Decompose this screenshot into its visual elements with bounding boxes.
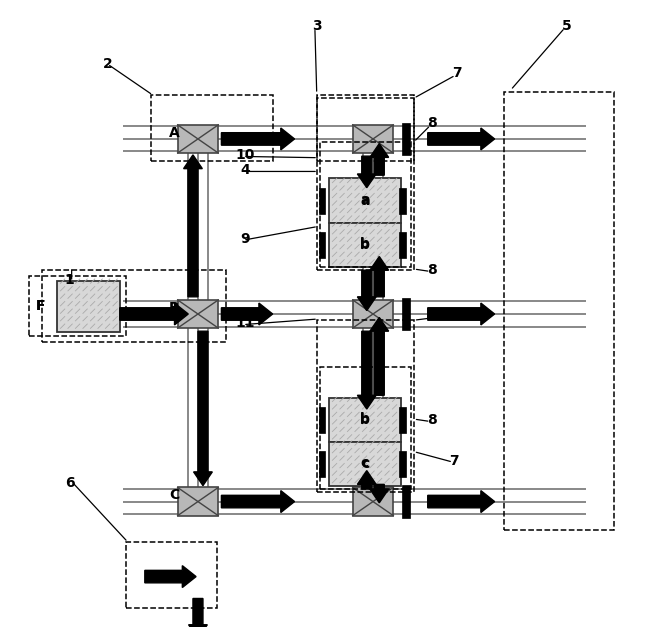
Bar <box>320 142 410 267</box>
Text: C: C <box>169 489 180 502</box>
Bar <box>41 270 226 342</box>
Bar <box>318 188 325 214</box>
Bar <box>329 178 401 224</box>
FancyArrow shape <box>222 303 273 325</box>
Bar <box>178 487 218 516</box>
Bar <box>178 125 218 153</box>
Text: 10: 10 <box>235 148 255 161</box>
Bar <box>178 300 218 328</box>
Text: b: b <box>360 237 370 251</box>
Bar <box>318 407 325 433</box>
Bar <box>399 232 406 258</box>
Bar <box>329 442 401 486</box>
Text: c: c <box>360 456 369 470</box>
FancyArrow shape <box>120 303 188 325</box>
Text: 8: 8 <box>428 116 437 130</box>
Text: 9: 9 <box>240 232 249 246</box>
Bar <box>57 281 120 332</box>
FancyArrow shape <box>428 303 495 325</box>
Bar <box>399 451 406 477</box>
Text: 5: 5 <box>562 19 572 33</box>
FancyArrow shape <box>370 144 389 175</box>
Text: 4: 4 <box>240 163 250 177</box>
Bar <box>317 95 413 161</box>
Text: a: a <box>360 193 370 207</box>
Text: F: F <box>36 299 45 313</box>
FancyArrow shape <box>357 331 376 409</box>
Bar <box>318 232 325 258</box>
Text: b: b <box>360 413 370 427</box>
FancyArrow shape <box>145 566 196 588</box>
Text: 2: 2 <box>103 57 112 71</box>
Bar <box>317 320 413 492</box>
Text: 3: 3 <box>312 19 322 33</box>
Bar <box>402 122 410 155</box>
Bar <box>353 125 393 153</box>
Bar <box>29 276 126 336</box>
FancyArrow shape <box>194 331 213 485</box>
FancyArrow shape <box>189 598 207 628</box>
Text: 6: 6 <box>65 476 74 490</box>
FancyArrow shape <box>222 490 295 512</box>
FancyArrow shape <box>357 156 376 188</box>
Bar <box>320 367 410 489</box>
Text: A: A <box>169 126 180 139</box>
FancyArrow shape <box>183 155 202 297</box>
Bar <box>126 542 216 608</box>
Bar <box>317 99 413 270</box>
FancyArrow shape <box>370 256 389 297</box>
FancyArrow shape <box>428 128 495 150</box>
Text: B: B <box>169 301 180 315</box>
FancyArrow shape <box>428 490 495 512</box>
Bar <box>399 407 406 433</box>
Text: 1: 1 <box>65 273 75 286</box>
Text: 7: 7 <box>450 454 459 468</box>
Bar <box>329 224 401 267</box>
Text: F: F <box>36 299 45 313</box>
Text: a: a <box>360 194 370 208</box>
Bar <box>402 298 410 330</box>
FancyArrow shape <box>370 484 389 503</box>
Text: 8: 8 <box>428 413 437 427</box>
Bar <box>399 188 406 214</box>
Text: 7: 7 <box>453 67 463 80</box>
FancyArrow shape <box>357 470 376 489</box>
Text: 7: 7 <box>450 307 459 321</box>
Text: 8: 8 <box>428 263 437 277</box>
Text: c: c <box>361 457 370 471</box>
FancyArrow shape <box>370 317 389 395</box>
Text: 11: 11 <box>235 317 255 330</box>
Bar <box>353 300 393 328</box>
Bar <box>318 451 325 477</box>
Bar <box>151 95 273 161</box>
Bar <box>329 398 401 442</box>
Bar <box>402 485 410 518</box>
Text: b: b <box>360 412 370 426</box>
Bar <box>353 487 393 516</box>
Bar <box>505 92 614 529</box>
Text: b: b <box>360 238 370 252</box>
FancyArrow shape <box>357 270 376 311</box>
FancyArrow shape <box>222 128 295 150</box>
